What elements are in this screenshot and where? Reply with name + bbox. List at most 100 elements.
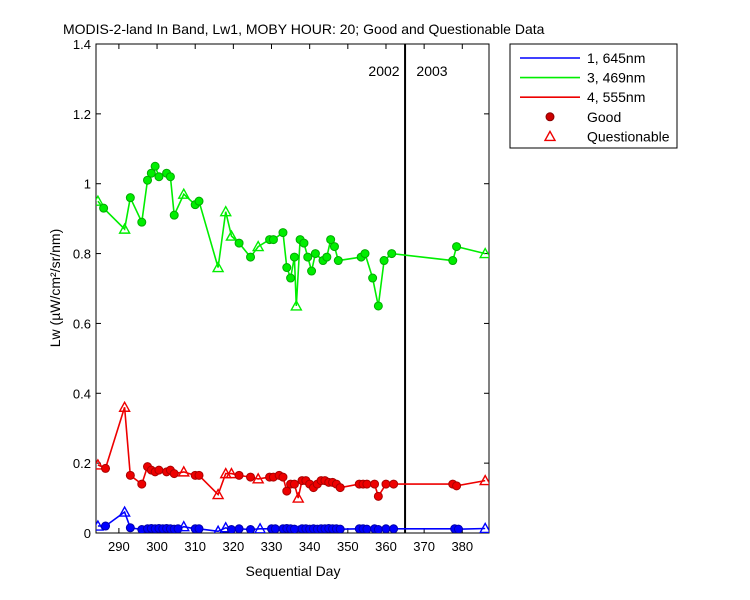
good-point: [137, 479, 147, 489]
questionable-point: [251, 472, 265, 484]
y-tick-label: 1.2: [73, 107, 91, 122]
legend-marker-good: [545, 112, 555, 122]
questionable-point: [177, 465, 190, 477]
good-point: [150, 161, 160, 171]
good-point: [125, 523, 135, 533]
good-point: [154, 465, 164, 475]
legend-label: 3, 469nm: [587, 70, 645, 86]
questionable-point: [96, 458, 105, 470]
good-point: [169, 469, 179, 479]
y-axis-label: Lw (µW/cm²/sr/nm): [47, 229, 63, 348]
plot-area: 290 300 310 320 330 340 350 360 370 380 0 0.2 0.4 0.6…: [73, 37, 490, 554]
y-tick-label: 1.4: [73, 37, 91, 52]
questionable-point: [118, 400, 131, 412]
good-point: [381, 479, 391, 489]
good-point: [362, 524, 372, 533]
good-point: [246, 252, 256, 262]
good-point: [270, 524, 280, 533]
good-point: [389, 479, 399, 489]
x-tick-label: 360: [375, 539, 397, 554]
good-point: [234, 470, 244, 480]
good-point: [146, 168, 156, 178]
good-point: [289, 252, 299, 262]
good-point: [373, 525, 383, 533]
questionable-point: [290, 299, 303, 311]
good-point: [278, 472, 288, 482]
good-point: [335, 524, 345, 533]
questionable-point: [479, 522, 489, 533]
questionable-point: [211, 261, 225, 273]
questionable-point: [251, 240, 265, 252]
year-divider-right-label: 2003: [416, 63, 447, 79]
x-tick-label: 320: [223, 539, 245, 554]
good-point: [194, 470, 204, 480]
good-point: [322, 252, 332, 262]
x-tick-label: 330: [261, 539, 283, 554]
questionable-point: [177, 187, 190, 199]
legend: 1, 645nm 3, 469nm 4, 555nm Good Questionable: [509, 43, 678, 149]
good-point: [448, 256, 458, 266]
y-tick-label: 0: [84, 526, 91, 541]
questionable-point: [177, 520, 190, 532]
good-point: [125, 193, 135, 203]
legend-marker-questionable: [543, 129, 557, 142]
questionable-point: [225, 229, 238, 241]
chart-title: MODIS-2-land In Band, Lw1, MOBY HOUR: 20…: [63, 21, 545, 37]
questionable-point: [118, 505, 131, 517]
good-point: [333, 256, 343, 266]
good-point: [303, 252, 313, 262]
good-point: [381, 524, 391, 533]
good-point: [379, 256, 389, 266]
good-point: [278, 228, 288, 238]
x-axis-label: Sequential Day: [246, 563, 341, 579]
y-tick-label: 1: [84, 177, 91, 192]
y-tick-label: 0.8: [73, 247, 91, 262]
good-point: [101, 463, 111, 473]
questionable-point: [478, 474, 489, 486]
questionable-point: [292, 491, 305, 503]
x-tick-label: 350: [337, 539, 359, 554]
good-point: [165, 172, 175, 182]
questionable-point: [254, 522, 266, 533]
good-point: [389, 524, 399, 533]
good-point: [368, 273, 378, 283]
good-point: [370, 479, 380, 489]
legend-label: 4, 555nm: [587, 89, 645, 105]
questionable-point: [96, 519, 105, 531]
good-point: [307, 266, 317, 276]
good-point: [246, 472, 256, 482]
y-tick-label: 0.4: [73, 386, 91, 401]
series-group: [96, 161, 489, 533]
x-tick-label: 310: [184, 539, 206, 554]
good-point: [360, 249, 370, 259]
y-tick-label: 0.2: [73, 456, 91, 471]
good-point: [154, 172, 164, 182]
legend-label: Questionable: [587, 128, 670, 144]
good-point: [169, 210, 179, 220]
legend-label: 1, 645nm: [587, 50, 645, 66]
good-point: [310, 249, 320, 259]
questionable-point: [211, 488, 225, 500]
good-point: [268, 235, 278, 245]
good-point: [373, 301, 383, 311]
year-divider-left-label: 2002: [368, 63, 399, 79]
good-point: [452, 242, 462, 252]
good-point: [289, 479, 299, 489]
good-point: [282, 263, 292, 273]
good-point: [452, 481, 462, 491]
good-point: [329, 242, 339, 252]
good-point: [99, 203, 109, 213]
legend-label: Good: [587, 109, 621, 125]
legend-box: [509, 43, 678, 149]
good-point: [234, 238, 244, 248]
good-point: [137, 217, 147, 227]
x-tick-label: 300: [146, 539, 168, 554]
x-tick-label: 380: [451, 539, 473, 554]
good-point: [194, 524, 204, 533]
good-point: [143, 175, 153, 185]
questionable-point: [96, 194, 105, 206]
good-point: [246, 525, 256, 533]
questionable-point: [225, 467, 238, 479]
good-point: [335, 483, 345, 493]
good-point: [453, 524, 463, 533]
